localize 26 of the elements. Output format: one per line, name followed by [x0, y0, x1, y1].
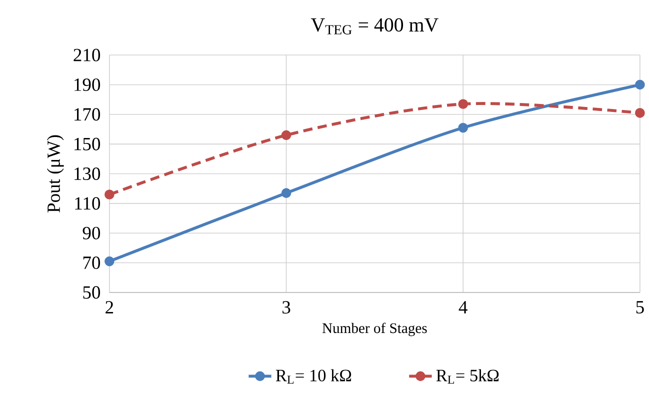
point: [104, 256, 114, 266]
legend-label: R$_{L}$= 5kΩ: [436, 369, 499, 384]
point: [458, 99, 468, 109]
point: [281, 188, 292, 198]
chart-title: V$_{TEG}$ = 400 mV: [310, 18, 438, 35]
y-tick-label: 170: [74, 108, 100, 121]
x-tick-label: 3: [282, 301, 290, 314]
x-tick-label: 2: [106, 301, 114, 314]
point: [104, 190, 114, 200]
y-tick-label: 210: [74, 48, 100, 62]
y-tick-label: 130: [74, 168, 100, 180]
legend-label: R$_{L}$= 10 kΩ: [276, 369, 352, 384]
point: [635, 80, 645, 90]
y-tick-label: 70: [83, 256, 100, 270]
x-tick-label: 4: [458, 301, 468, 314]
y-tick-label: 150: [74, 138, 100, 150]
x-axis-title: Number of Stages: [322, 322, 427, 336]
y-tick-label: 190: [74, 78, 100, 92]
point: [281, 130, 292, 140]
x-tick-label: 5: [636, 301, 644, 314]
y-axis-title: Pout (μW): [46, 135, 64, 213]
y-tick-label: 110: [75, 197, 100, 210]
y-tick-label: 50: [83, 286, 100, 299]
y-tick-label: 90: [82, 226, 100, 240]
point: [635, 108, 645, 118]
point: [458, 122, 468, 133]
